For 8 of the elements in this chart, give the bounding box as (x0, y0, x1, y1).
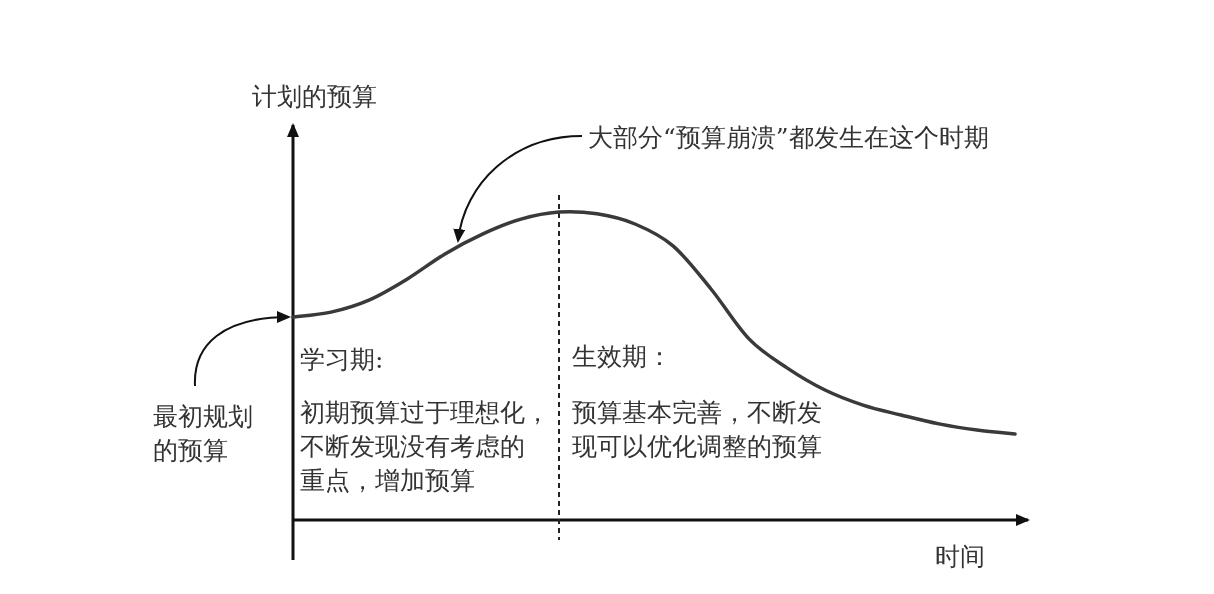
annotation: 预算基本完善，不断发现可以优化调整的预算 (572, 398, 822, 461)
annotation: 大部分“预算崩溃”都发生在这个时期 (588, 123, 989, 152)
annotation: 生效期： (572, 342, 672, 371)
ylabel: 计划的预算 (252, 82, 377, 111)
xlabel: 时间 (935, 542, 985, 571)
annotation: 学习期: (300, 345, 384, 374)
annotation: 初期预算过于理想化，不断发现没有考虑的重点，增加预算 (300, 398, 550, 495)
annotation: 最初规划的预算 (153, 402, 253, 465)
